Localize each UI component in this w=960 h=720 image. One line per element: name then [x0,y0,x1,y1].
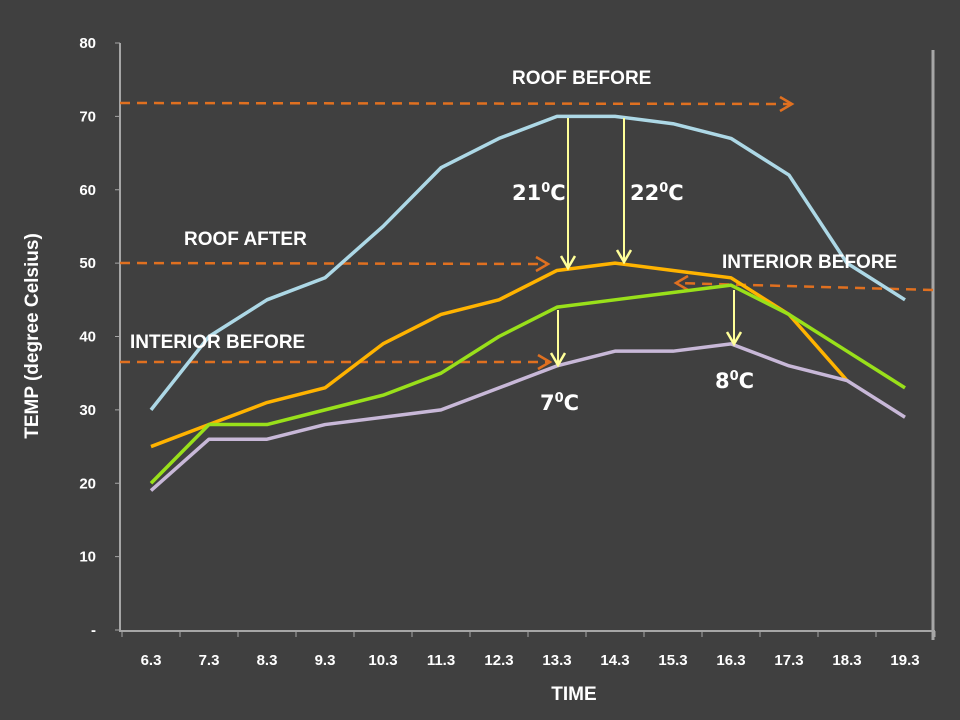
annotation-interior-before-right: INTERIOR BEFORE [722,252,897,273]
x-tick-label: 9.3 [315,652,336,669]
y-tick-label: 70 [79,108,96,125]
annotation-interior-before-left: INTERIOR BEFORE [130,332,305,353]
delta-label-21: 210C [512,181,566,205]
series-line-0 [149,114,906,411]
annotation-roof-before: ROOF BEFORE [512,68,651,89]
y-tick-label: - [91,622,96,639]
roof-before-reference [119,101,793,106]
x-tick-label: 18.3 [832,652,861,669]
series-line-3 [149,342,906,492]
y-tick-label: 60 [79,182,96,199]
delta-arrow-7-head [549,352,567,368]
roof-after-reference-head [535,255,551,273]
y-tick-label: 30 [79,402,96,419]
y-tick-label: 20 [79,475,96,492]
series-line-2 [149,283,906,485]
x-axis-label: TIME [551,684,596,705]
y-tick-label: 10 [79,549,96,566]
x-tick-label: 17.3 [774,652,803,669]
x-tick-label: 12.3 [484,652,513,669]
annotation-roof-after: ROOF AFTER [184,229,307,250]
delta-arrow-21-head [559,255,577,271]
delta-label-7: 70C [540,391,579,415]
y-tick-label: 50 [79,255,96,272]
interior-before-reference-right-head [673,274,689,292]
x-tick-label: 15.3 [658,652,687,669]
x-tick-label: 8.3 [257,652,278,669]
y-tick-label: 80 [79,35,96,52]
y-tick-label: 40 [79,329,96,346]
delta-label-22: 220C [630,181,684,205]
delta-label-8: 80C [715,369,754,393]
delta-arrow-22-head [615,249,633,265]
x-tick-label: 14.3 [600,652,629,669]
x-tick-label: 6.3 [141,652,162,669]
roof-before-reference-head [779,95,795,113]
x-tick-label: 16.3 [716,652,745,669]
interior-before-reference-left-head [537,353,553,371]
x-tick-label: 19.3 [890,652,919,669]
y-axis-label: TEMP (degree Celsius) [22,233,43,439]
roof-after-reference [119,261,549,266]
x-tick-label: 7.3 [199,652,220,669]
x-tick-label: 11.3 [427,652,455,669]
x-tick-label: 10.3 [368,652,397,669]
delta-arrow-8-head [725,331,743,347]
x-tick-label: 13.3 [542,652,571,669]
